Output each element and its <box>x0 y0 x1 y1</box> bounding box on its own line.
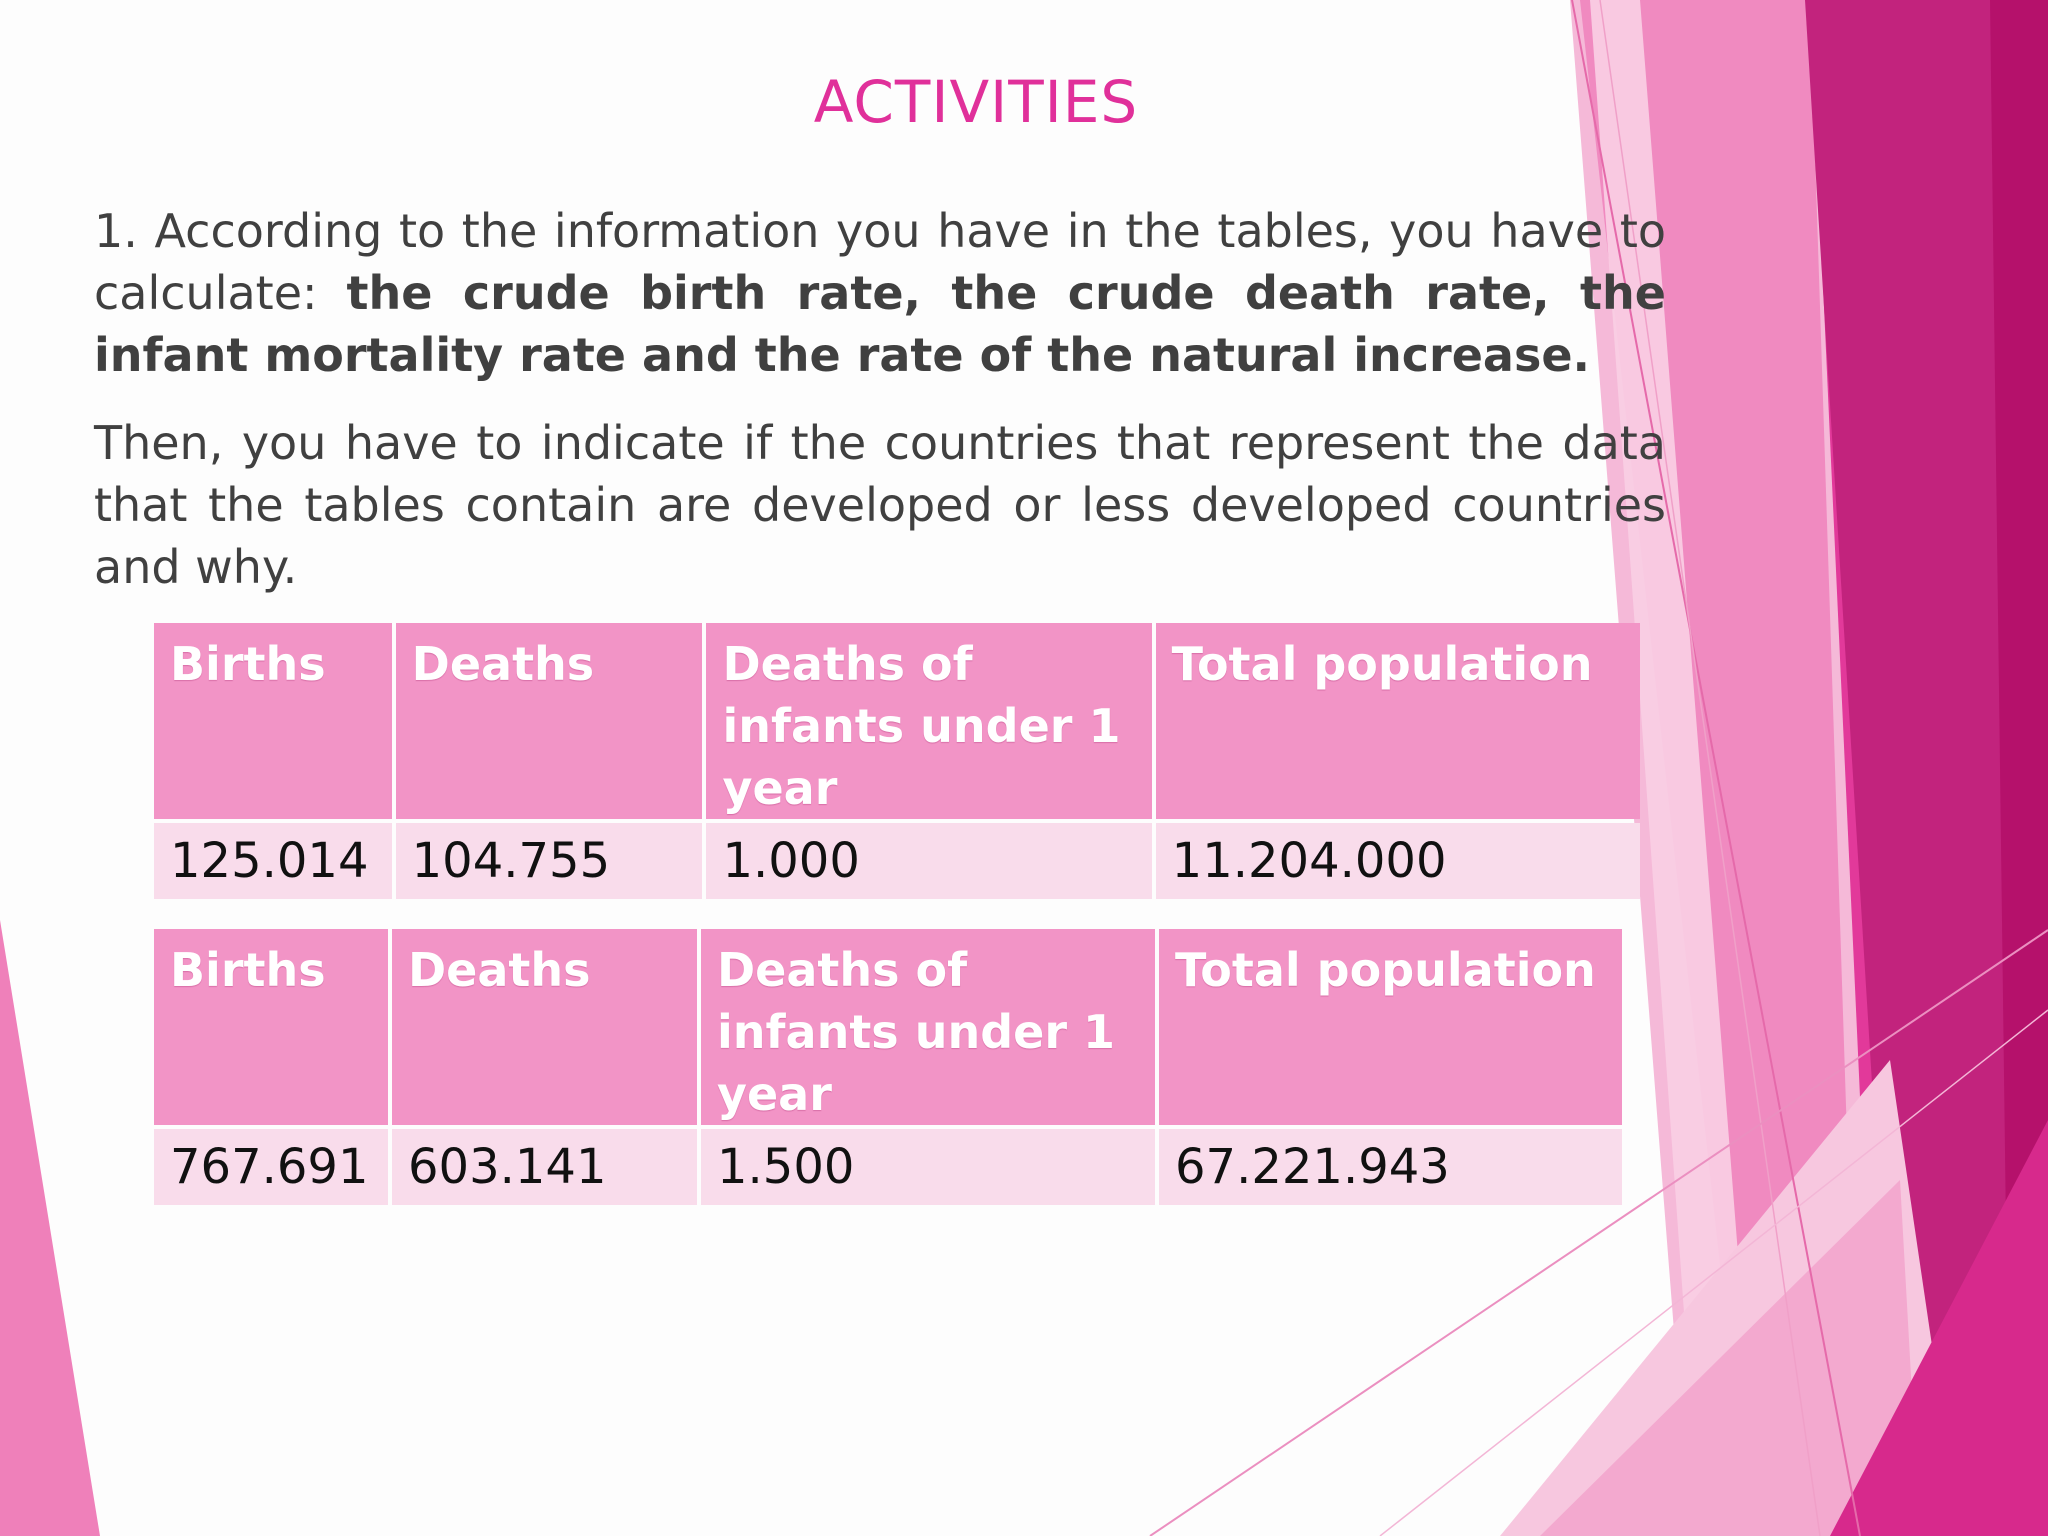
deco-lower-bright <box>1830 1120 2048 1536</box>
cell-total-population: 11.204.000 <box>1155 823 1640 899</box>
deco-lower-mid <box>1540 1180 1920 1536</box>
cell-total-population: 67.221.943 <box>1159 1129 1622 1205</box>
cell-infant-deaths: 1.500 <box>701 1129 1155 1205</box>
header-births: Births <box>154 929 388 1125</box>
table-row: 767.691 603.141 1.500 67.221.943 <box>154 1129 1622 1205</box>
header-total-population: Total population <box>1155 623 1640 819</box>
deco-line-1 <box>1571 0 1861 1536</box>
header-infant-deaths: Deaths of infants under 1 year <box>706 623 1152 819</box>
population-table-2: Births Deaths Deaths of infants under 1 … <box>150 925 1626 1209</box>
cell-infant-deaths: 1.000 <box>706 823 1152 899</box>
deco-magenta-dark <box>1805 0 2048 1536</box>
cell-deaths: 603.141 <box>392 1129 697 1205</box>
instruction-lead: 1. According to the information you have… <box>94 204 1666 320</box>
table-row: 125.014 104.755 1.000 11.204.000 <box>154 823 1640 899</box>
population-table-1: Births Deaths Deaths of infants under 1 … <box>150 619 1644 903</box>
deco-left-pink <box>0 920 100 1536</box>
followup-paragraph: Then, you have to indicate if the countr… <box>94 416 1666 594</box>
header-deaths: Deaths <box>395 623 703 819</box>
header-total-population: Total population <box>1159 929 1622 1125</box>
table-header-row: Births Deaths Deaths of infants under 1 … <box>154 623 1640 819</box>
cell-deaths: 104.755 <box>395 823 703 899</box>
header-deaths: Deaths <box>392 929 697 1125</box>
header-births: Births <box>154 623 392 819</box>
deco-line-4 <box>1379 1009 2048 1536</box>
instruction-emphasis: the crude birth rate, the crude death ra… <box>94 266 1666 382</box>
slide-title: ACTIVITIES <box>813 68 1139 136</box>
cell-births: 767.691 <box>154 1129 388 1205</box>
deco-line-2 <box>1599 0 1821 1536</box>
instruction-paragraph: 1. According to the information you have… <box>94 200 1666 386</box>
header-infant-deaths: Deaths of infants under 1 year <box>701 929 1155 1125</box>
table-header-row: Births Deaths Deaths of infants under 1 … <box>154 929 1622 1125</box>
cell-births: 125.014 <box>154 823 392 899</box>
deco-line-3 <box>1149 929 2048 1536</box>
